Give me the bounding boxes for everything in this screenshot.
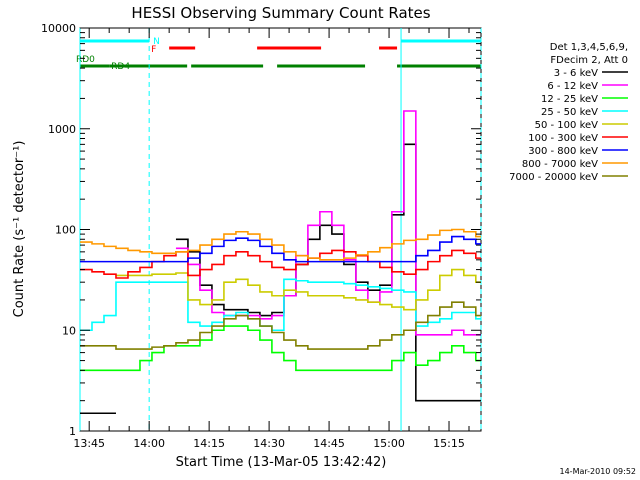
flare-label: F: [151, 45, 156, 55]
series-line: [80, 235, 481, 263]
chart-title: HESSI Observing Summary Count Rates: [131, 4, 430, 22]
x-tick-label: 14:00: [133, 437, 165, 450]
y-tick-label: 1000: [48, 123, 76, 136]
y-axis-label: Count Rate (s⁻¹ detector⁻¹): [12, 141, 27, 318]
x-tick-label: 15:00: [373, 437, 405, 450]
decim-label-rd0: RD0: [76, 55, 95, 65]
timestamp: 14-Mar-2010 09:52: [560, 467, 637, 476]
series-line: [175, 110, 481, 336]
x-tick-label: 13:45: [73, 437, 105, 450]
y-tick-label: 100: [55, 224, 76, 237]
series-line: [115, 268, 481, 311]
axes-group: 1 10 100 1000 10000 13:45 14:00 14:15 14:30 14:45…: [41, 22, 481, 450]
decim-label-rd4: RD4: [111, 62, 130, 72]
legend: Det 1,3,4,5,6,9, FDecim 2, Att 0 3 - 6 keV…: [509, 42, 628, 183]
status-bars: NF RD0 RD4: [76, 37, 481, 72]
legend-label: 6 - 12 keV: [547, 81, 598, 92]
legend-header: Det 1,3,4,5,6,9,: [550, 42, 628, 53]
legend-label: 300 - 800 keV: [528, 146, 598, 157]
legend-header: FDecim 2, Att 0: [550, 55, 628, 66]
series-group: [80, 110, 481, 415]
x-tick-label: 14:30: [253, 437, 285, 450]
y-tick-label: 1: [69, 425, 76, 438]
y-tick-label: 10000: [41, 22, 76, 35]
x-tick-label: 14:45: [313, 437, 345, 450]
y-tick-label: 10: [62, 324, 76, 337]
series-line: [80, 325, 481, 372]
legend-label: 25 - 50 keV: [541, 107, 598, 118]
legend-label: 3 - 6 keV: [554, 68, 598, 79]
x-tick-label: 14:15: [193, 437, 225, 450]
series-line: [175, 143, 481, 402]
x-tick-label: 15:15: [433, 437, 465, 450]
x-axis-label: Start Time (13-Mar-05 13:42:42): [176, 455, 387, 470]
legend-label: 7000 - 20000 keV: [509, 172, 598, 183]
legend-label: 12 - 25 keV: [541, 94, 598, 105]
night-label: N: [153, 37, 160, 47]
series-line: [80, 228, 481, 261]
series-line: [80, 249, 481, 279]
series-line: [80, 301, 481, 350]
legend-label: 800 - 7000 keV: [522, 159, 598, 170]
series-line: [80, 278, 481, 332]
legend-label: 100 - 300 keV: [528, 133, 598, 144]
legend-label: 50 - 100 keV: [535, 120, 599, 131]
